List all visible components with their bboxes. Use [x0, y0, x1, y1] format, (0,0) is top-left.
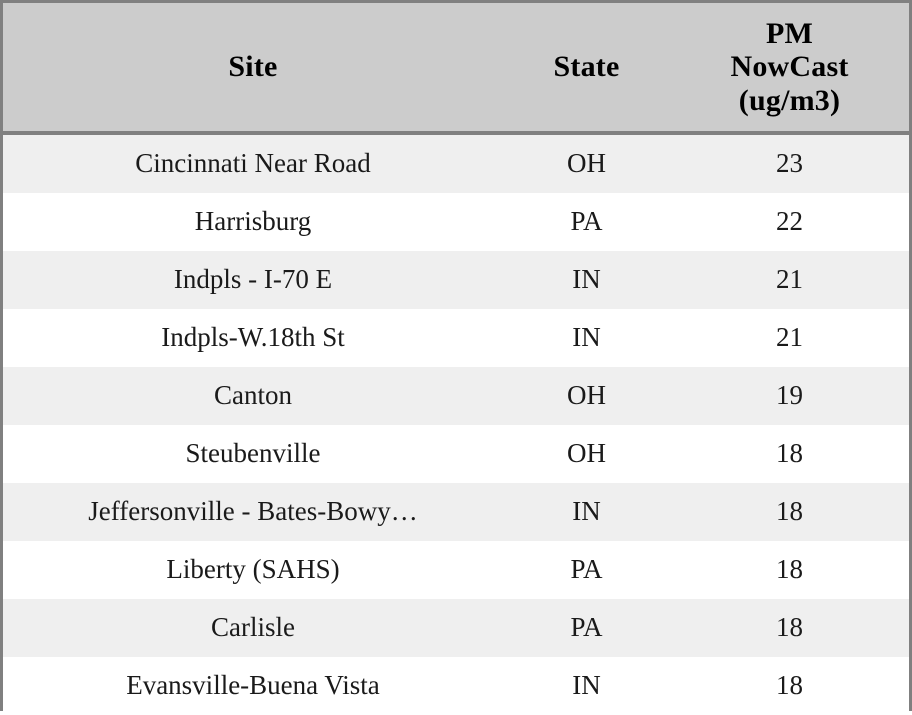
table-row[interactable]: Evansville-Buena Vista IN 18 — [3, 657, 909, 715]
table-row[interactable]: Canton OH 19 — [3, 367, 909, 425]
column-header-pm-nowcast-line-3: (ug/m3) — [738, 83, 841, 117]
column-header-state[interactable]: State — [503, 3, 670, 135]
table-row[interactable]: Harrisburg PA 22 — [3, 193, 909, 251]
cell-site: Steubenville — [185, 438, 321, 469]
cell-site: Indpls - I-70 E — [173, 264, 333, 295]
cell-state: IN — [572, 670, 601, 701]
cell-pm-nowcast: 23 — [776, 148, 803, 179]
cell-state: OH — [567, 438, 606, 469]
table-row[interactable]: Steubenville OH 18 — [3, 425, 909, 483]
column-header-state-line-1: State — [553, 50, 620, 84]
cell-site: Liberty (SAHS) — [166, 554, 340, 585]
cell-state: IN — [572, 322, 601, 353]
cell-pm-nowcast: 19 — [776, 380, 803, 411]
cell-pm-nowcast: 21 — [776, 264, 803, 295]
cell-pm-nowcast: 21 — [776, 322, 803, 353]
cell-pm-nowcast: 18 — [776, 554, 803, 585]
cell-pm-nowcast: 18 — [776, 612, 803, 643]
cell-site: Evansville-Buena Vista — [126, 670, 380, 701]
cell-state: PA — [570, 554, 603, 585]
cell-state: OH — [567, 380, 606, 411]
column-header-pm-nowcast-line-1: PM — [765, 16, 814, 50]
cell-site: Jeffersonville - Bates-Bowy… — [88, 496, 418, 527]
cell-state: PA — [570, 612, 603, 643]
cell-pm-nowcast: 18 — [776, 496, 803, 527]
column-header-pm-nowcast[interactable]: PM NowCast (ug/m3) — [670, 3, 909, 135]
cell-site: Indpls-W.18th St — [161, 322, 345, 353]
pm-nowcast-table: Site State PM NowCast (ug/m3) Cincinnati… — [3, 3, 909, 715]
table-row[interactable]: Indpls - I-70 E IN 21 — [3, 251, 909, 309]
cell-state: OH — [567, 148, 606, 179]
cell-state: IN — [572, 264, 601, 295]
column-header-pm-nowcast-line-2: NowCast — [730, 50, 849, 84]
cell-site: Cincinnati Near Road — [135, 148, 371, 179]
table-row[interactable]: Indpls-W.18th St IN 21 — [3, 309, 909, 367]
table-row[interactable]: Liberty (SAHS) PA 18 — [3, 541, 909, 599]
cell-site: Harrisburg — [194, 206, 312, 237]
cell-pm-nowcast: 22 — [776, 206, 803, 237]
cell-state: PA — [570, 206, 603, 237]
cell-site: Canton — [214, 380, 292, 411]
table-header: Site State PM NowCast (ug/m3) — [3, 3, 909, 135]
cell-pm-nowcast: 18 — [776, 438, 803, 469]
column-header-site[interactable]: Site — [3, 3, 503, 135]
table-row[interactable]: Cincinnati Near Road OH 23 — [3, 133, 909, 193]
cell-state: IN — [572, 496, 601, 527]
table-body: Cincinnati Near Road OH 23 Harrisburg PA… — [3, 133, 909, 715]
column-header-site-line-1: Site — [228, 50, 278, 84]
table-header-row: Site State PM NowCast (ug/m3) — [3, 3, 909, 135]
cell-site: Carlisle — [211, 612, 295, 643]
table-row[interactable]: Jeffersonville - Bates-Bowy… IN 18 — [3, 483, 909, 541]
table-row[interactable]: Carlisle PA 18 — [3, 599, 909, 657]
cell-pm-nowcast: 18 — [776, 670, 803, 701]
